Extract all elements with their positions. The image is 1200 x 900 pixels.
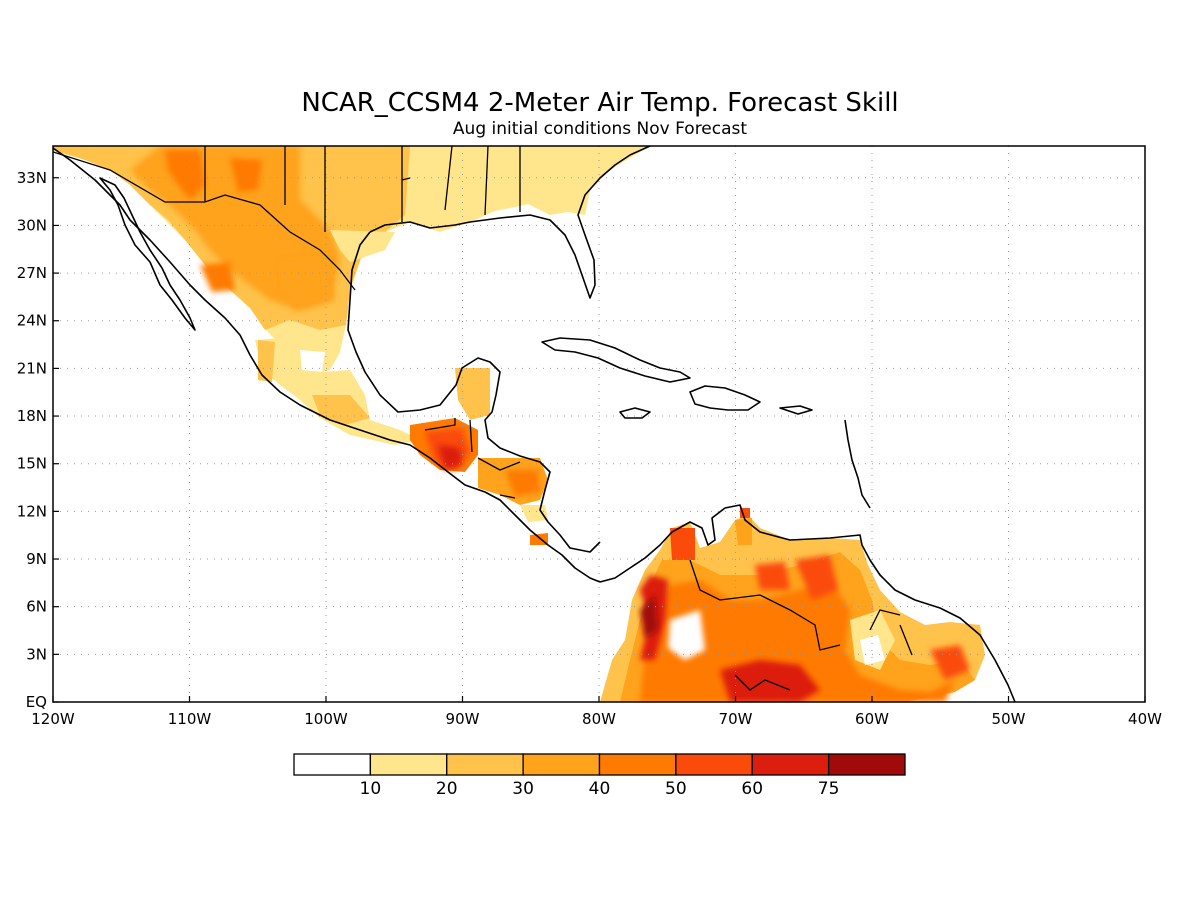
colorbar-label: 75: [818, 779, 840, 799]
lat-tick-label: 15N: [17, 455, 47, 473]
skill-field: [53, 146, 1010, 702]
lat-tick-label: 9N: [26, 550, 47, 568]
skill-region-southern-mexico: [255, 338, 490, 445]
lat-tick-label: 21N: [17, 359, 47, 377]
jamaica: [619, 407, 651, 419]
colorbar-swatch: [827, 753, 906, 776]
colorbar-label: 40: [589, 779, 611, 799]
south-america-borders: [689, 559, 913, 691]
skill-region-south-america: [600, 508, 1010, 702]
lon-tick-label: 50W: [992, 710, 1026, 728]
colorbar-swatch: [675, 753, 753, 776]
baja-california: [99, 177, 196, 331]
colorbar-label: 50: [665, 779, 687, 799]
lat-tick-label: 6N: [26, 598, 47, 616]
lon-tick-label: 100W: [304, 710, 348, 728]
colorbar-swatch: [446, 753, 524, 776]
lon-tick-label: 110W: [168, 710, 212, 728]
lat-tick-label: 12N: [17, 502, 47, 520]
figure-title: NCAR_CCSM4 2-Meter Air Temp. Forecast Sk…: [301, 88, 898, 118]
colorbar-swatch: [369, 753, 448, 776]
lon-tick-label: 40W: [1128, 710, 1162, 728]
lat-tick-label: 18N: [17, 407, 47, 425]
central-america-borders: [424, 418, 521, 499]
lon-tick-label: 120W: [31, 710, 75, 728]
lat-tick-label: 33N: [17, 169, 47, 187]
colorbar-swatch: [293, 753, 372, 776]
latitude-axis: EQ 3N 6N 9N 12N 15N 18N 21N 24N 27N 30N 33N: [17, 169, 59, 711]
us-mexico-border: [53, 151, 356, 291]
cuba: [541, 337, 691, 383]
country-borders: [53, 146, 913, 691]
lat-tick-label: 3N: [26, 645, 47, 663]
lon-tick-label: 90W: [446, 710, 480, 728]
lesser-antilles: [844, 419, 871, 509]
colorbar-label: 20: [436, 779, 458, 799]
colorbar-swatch: [598, 753, 677, 776]
coastline-north-america: [53, 147, 601, 583]
coastline-gulf-mexico: [347, 231, 601, 553]
colorbar-label: 10: [360, 779, 382, 799]
coastline-us-gulf: [369, 146, 651, 299]
us-state-borders: [204, 146, 521, 232]
colorbar-label: 60: [741, 779, 763, 799]
puerto-rico: [779, 405, 813, 415]
lat-tick-label: 24N: [17, 312, 47, 330]
longitude-axis: 120W 110W 100W 90W 80W 70W 60W 50W 40W: [31, 696, 1162, 728]
lon-tick-label: 80W: [582, 710, 616, 728]
coastlines: [53, 146, 1016, 702]
lat-tick-label: 27N: [17, 264, 47, 282]
coastline-south-america: [599, 504, 1016, 702]
lat-tick-label: EQ: [26, 693, 47, 711]
colorbar: 10 20 30 40 50 60 75: [293, 753, 906, 799]
grid-lines: [53, 146, 1145, 702]
skill-region-central-america: [410, 418, 548, 545]
colorbar-label: 30: [512, 779, 534, 799]
colorbar-swatch: [751, 753, 830, 776]
colorbar-swatch: [522, 753, 601, 776]
lon-tick-label: 60W: [855, 710, 889, 728]
figure-subtitle: Aug initial conditions Nov Forecast: [453, 119, 747, 139]
lat-tick-label: 30N: [17, 216, 47, 234]
lon-tick-label: 70W: [719, 710, 753, 728]
hispaniola: [689, 385, 761, 411]
